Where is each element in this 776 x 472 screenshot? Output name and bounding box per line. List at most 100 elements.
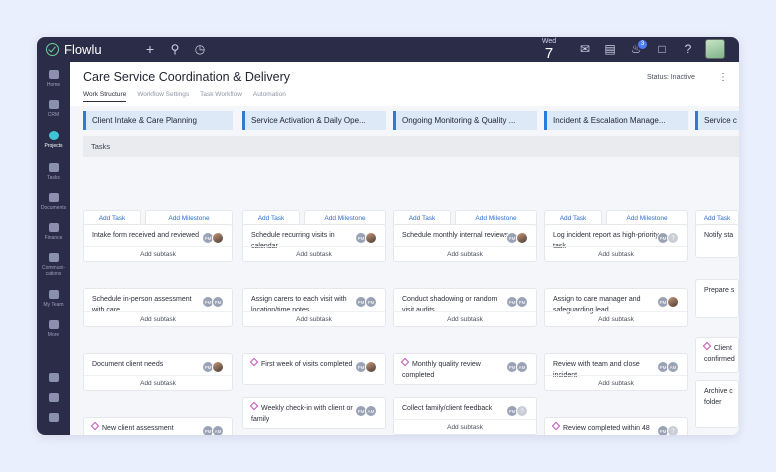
- sidebar-item-finance[interactable]: Finance: [37, 223, 70, 241]
- task-card[interactable]: Document client needs PM Add subtask: [83, 353, 233, 391]
- task-card[interactable]: Assign to care manager and safeguarding …: [544, 288, 688, 327]
- milestone-card[interactable]: Client confirmed: [695, 337, 739, 373]
- add-subtask-button[interactable]: Add subtask: [84, 311, 232, 327]
- communications-icon: [48, 253, 59, 262]
- sidebar-item-more[interactable]: More: [37, 320, 70, 338]
- date-widget[interactable]: Wed 7: [540, 38, 558, 61]
- sidebar-item-documents[interactable]: Documents: [37, 193, 70, 211]
- assignee-avatar[interactable]: AM: [667, 361, 679, 373]
- add-subtask-button[interactable]: Add subtask: [545, 375, 687, 391]
- user-avatar[interactable]: [705, 39, 725, 59]
- column-header[interactable]: Service c: [695, 111, 739, 130]
- milestone-card[interactable]: First week of visits completed PM: [242, 353, 386, 385]
- add-subtask-button[interactable]: Add subtask: [545, 246, 687, 262]
- card-title-text: Intake form received and reviewed: [92, 232, 199, 239]
- sidebar-item-projects[interactable]: Projects: [37, 131, 70, 149]
- plus-icon[interactable]: +: [145, 41, 155, 57]
- timer-icon[interactable]: ◷: [194, 42, 206, 56]
- task-card[interactable]: Collect family/client feedback PM? Add sub…: [393, 397, 537, 435]
- search-icon[interactable]: ⚲: [170, 42, 180, 56]
- my-team-icon: [48, 290, 59, 299]
- chat-icon[interactable]: □: [658, 42, 666, 56]
- add-subtask-button[interactable]: Add subtask: [243, 311, 385, 327]
- sidebar-item-crm[interactable]: CRM: [37, 100, 70, 118]
- assignee-avatar[interactable]: [365, 232, 377, 244]
- assignee-avatar[interactable]: [667, 296, 679, 308]
- sidebar-settings[interactable]: [37, 393, 70, 402]
- sidebar-item-home[interactable]: Home: [37, 70, 70, 88]
- assignee-avatars: PM AM: [355, 405, 377, 417]
- sidebar-item-tasks[interactable]: Tasks: [37, 163, 70, 181]
- task-card[interactable]: Schedule in-person assessment with care.…: [83, 288, 233, 327]
- card-title: Monthly quality review completed: [400, 357, 510, 381]
- task-card[interactable]: Conduct shadowing or random visit audits…: [393, 288, 537, 327]
- task-card[interactable]: Prepare s: [695, 279, 739, 318]
- bell-icon[interactable]: ♨: [630, 42, 642, 56]
- add-subtask-button[interactable]: Add subtask: [243, 246, 385, 262]
- tab-work-structure[interactable]: Work Structure: [83, 91, 127, 102]
- more-menu-icon[interactable]: ⋮: [718, 72, 728, 83]
- add-subtask-button[interactable]: Add subtask: [84, 375, 232, 391]
- logo[interactable]: Flowlu: [46, 42, 102, 57]
- status-label[interactable]: Status: Inactive: [647, 74, 695, 81]
- assignee-avatar[interactable]: PM: [212, 296, 224, 308]
- assignee-avatars: PM: [202, 361, 224, 373]
- task-card[interactable]: Assign carers to each visit with locatio…: [242, 288, 386, 327]
- add-subtask-button[interactable]: Add subtask: [84, 246, 232, 262]
- help-icon[interactable]: ?: [684, 42, 692, 56]
- assignee-avatar[interactable]: PM: [365, 296, 377, 308]
- unassigned-avatar[interactable]: ?: [667, 425, 679, 435]
- add-subtask-button[interactable]: Add subtask: [545, 311, 687, 327]
- assignee-avatar[interactable]: PM: [516, 296, 528, 308]
- assignee-avatars: PM AM: [657, 361, 679, 373]
- column-header[interactable]: Client Intake & Care Planning: [83, 111, 233, 130]
- assignee-avatar[interactable]: AM: [516, 361, 528, 373]
- task-card[interactable]: Review with team and close incident PM AM A…: [544, 353, 688, 391]
- card-title-text: Prepare s: [704, 287, 735, 294]
- card-title: Archive c folder: [704, 387, 739, 408]
- task-card[interactable]: Notify sta: [695, 224, 739, 258]
- add-subtask-button[interactable]: Add subtask: [394, 311, 536, 327]
- mail-icon[interactable]: ✉: [579, 42, 591, 56]
- tab-workflow-settings[interactable]: Workflow Settings: [137, 91, 190, 98]
- assignee-avatar[interactable]: [365, 361, 377, 373]
- task-card[interactable]: Intake form received and reviewed PM Add s…: [83, 224, 233, 262]
- assignee-avatar[interactable]: [516, 232, 528, 244]
- sidebar-timer[interactable]: [37, 373, 70, 382]
- tab-automation[interactable]: Automation: [252, 91, 286, 98]
- card-title-text: Notify sta: [704, 232, 734, 239]
- sidebar-item-label: Finance: [44, 235, 63, 241]
- more-icon: [48, 320, 59, 329]
- task-card[interactable]: Archive c folder: [695, 380, 739, 428]
- sidebar-item-my-team[interactable]: My Team: [37, 290, 70, 308]
- assignee-avatar[interactable]: PM: [202, 361, 214, 373]
- add-subtask-button[interactable]: Add subtask: [394, 419, 536, 435]
- milestone-card[interactable]: Review completed within 48 hours PM?: [544, 417, 688, 435]
- unassigned-avatar[interactable]: ?: [667, 232, 679, 244]
- crm-icon: [48, 100, 59, 109]
- unassigned-avatar[interactable]: ?: [516, 405, 528, 417]
- milestone-card[interactable]: Weekly check-in with client or family PM A…: [242, 397, 386, 429]
- assignee-avatar[interactable]: PM: [657, 232, 669, 244]
- assignee-avatar[interactable]: [212, 232, 224, 244]
- assignee-avatars: PM PM: [506, 296, 528, 308]
- milestone-card[interactable]: Monthly quality review completed PM AM: [393, 353, 537, 385]
- milestone-diamond-icon: [90, 421, 100, 431]
- assignee-avatars: PM: [657, 296, 679, 308]
- tasks-icon[interactable]: ▤: [604, 42, 616, 56]
- column-header[interactable]: Ongoing Monitoring & Quality ...: [393, 111, 537, 130]
- column-header[interactable]: Service Activation & Daily Ope...: [242, 111, 386, 130]
- task-card[interactable]: Schedule recurring visits in calendar PM A…: [242, 224, 386, 262]
- task-card[interactable]: Schedule monthly internal reviews PM Add s…: [393, 224, 537, 262]
- assignee-avatar[interactable]: [212, 361, 224, 373]
- assignee-avatar[interactable]: AM: [365, 405, 377, 417]
- card-title: Schedule in-person assessment with care.…: [92, 295, 200, 316]
- column-header[interactable]: Incident & Escalation Manage...: [544, 111, 688, 130]
- tab-task-workflow[interactable]: Task Workflow: [200, 91, 242, 98]
- task-card[interactable]: Log incident report as high-priority tas…: [544, 224, 688, 262]
- assignee-avatar[interactable]: AM: [212, 425, 224, 435]
- sidebar-item-communications[interactable]: Communi- cations: [37, 253, 70, 277]
- sidebar-chat[interactable]: [37, 413, 70, 422]
- add-subtask-button[interactable]: Add subtask: [394, 246, 536, 262]
